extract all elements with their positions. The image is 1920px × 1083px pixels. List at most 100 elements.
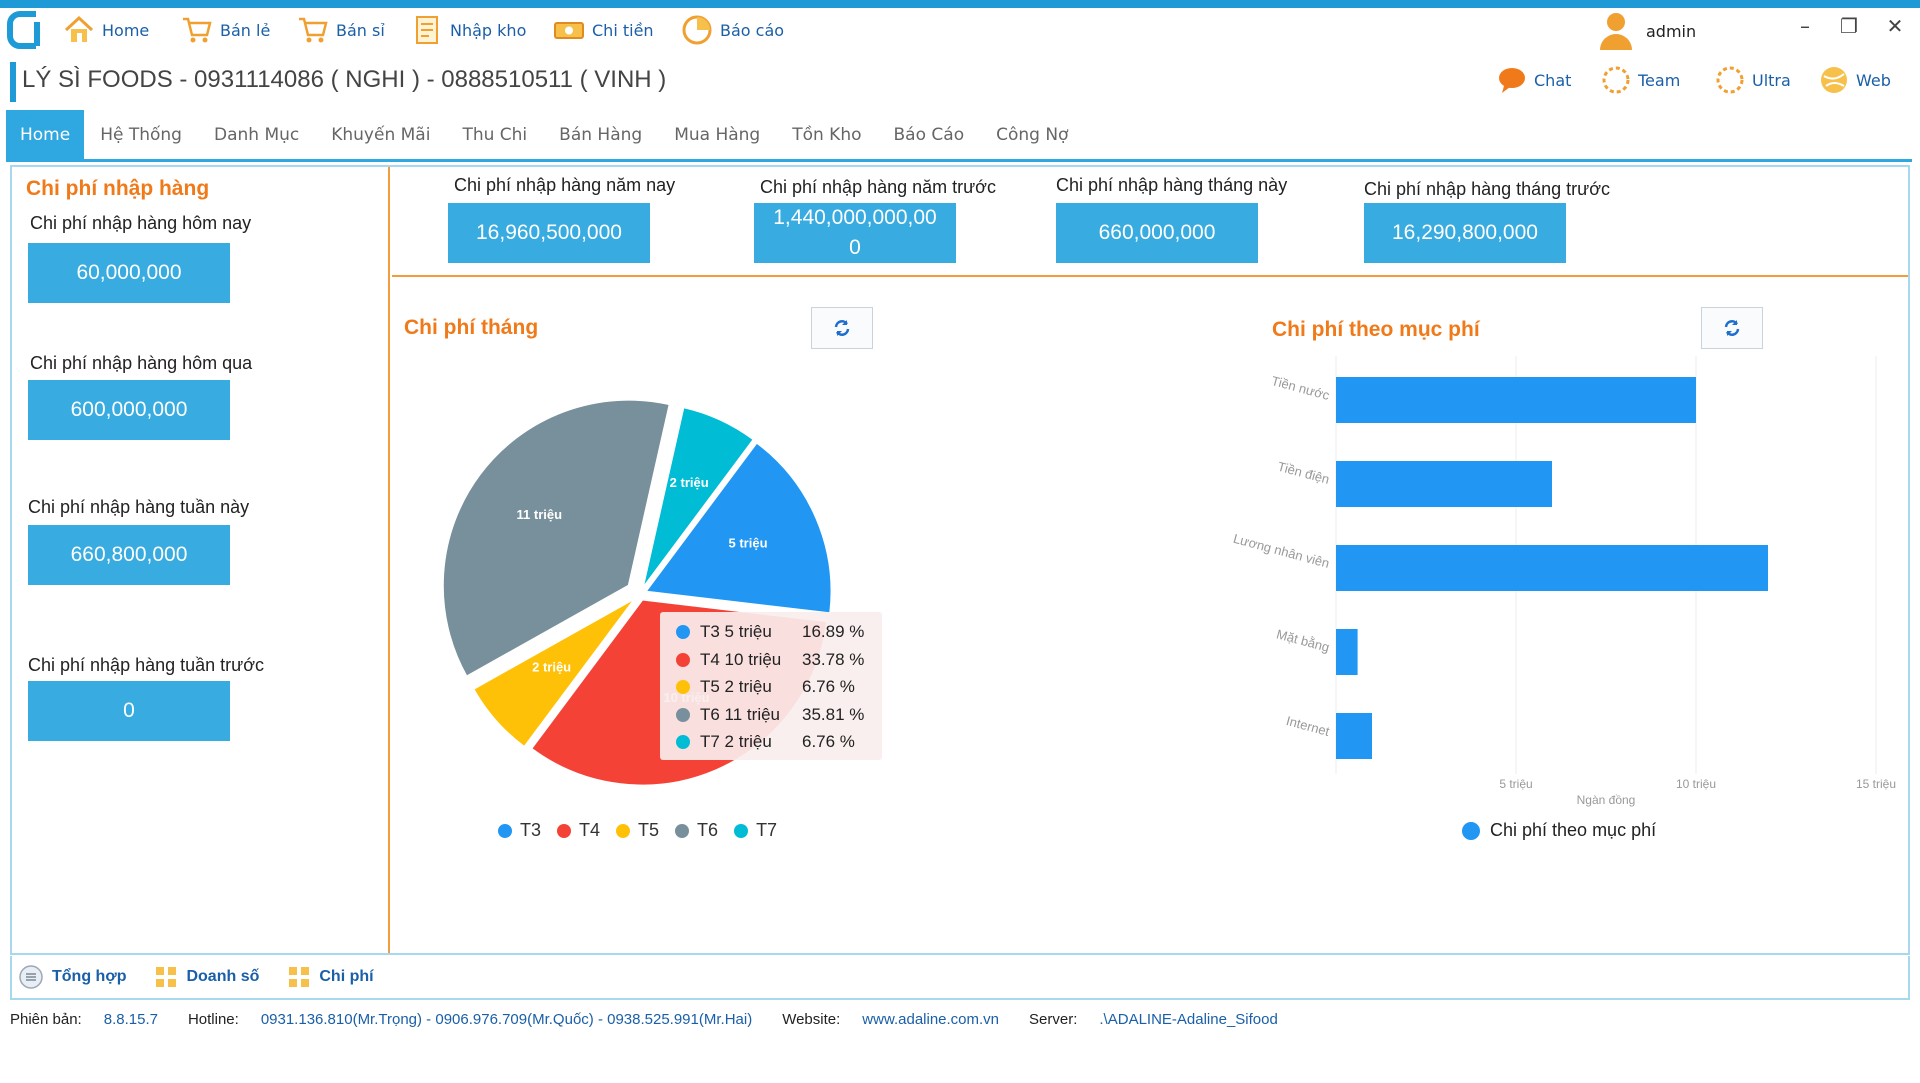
stat-label-last-week: Chi phí nhập hàng tuần trước (28, 655, 265, 675)
bar-4[interactable] (1336, 713, 1372, 759)
menu-home[interactable]: Home (62, 10, 149, 50)
pie-slice-t6[interactable] (441, 398, 671, 678)
pie-legend: T3 T4 T5 T6 T7 (498, 820, 793, 841)
pie-slice-t3[interactable] (643, 441, 833, 615)
menu-wholesale[interactable]: Bán sỉ (296, 10, 385, 50)
quick-chat-label: Chat (1534, 70, 1572, 90)
tab-home[interactable]: Home (6, 110, 85, 159)
menu-report[interactable]: Báo cáo (680, 10, 784, 50)
cart-icon (299, 17, 328, 43)
tooltip-label: T7 2 triệu (700, 732, 772, 751)
stat-value-last-year: 1,440,000,000,00 0 (754, 203, 956, 263)
pie-slice-t5[interactable] (471, 597, 637, 749)
tooltip-percent: 35.81 % (802, 704, 865, 724)
bar-x-tick: 5 triệu (1499, 777, 1532, 791)
minimize-button[interactable]: – (1800, 14, 1810, 38)
stat-value-this-month: 660,000,000 (1056, 203, 1258, 263)
pie-slice-label: 2 triệu (532, 660, 571, 675)
menu-import[interactable]: Nhập kho (410, 10, 526, 50)
tab-system[interactable]: Hệ Thống (100, 124, 182, 145)
quick-web[interactable]: Web (1818, 62, 1891, 98)
tab-promotion[interactable]: Khuyến Mãi (331, 124, 431, 145)
bar-category-label: Lương nhân viên (1232, 531, 1331, 571)
bar-0[interactable] (1336, 377, 1696, 423)
pie-slice-label: 11 triệu (517, 507, 563, 522)
pie-refresh-button[interactable] (811, 307, 873, 349)
quick-web-label: Web (1856, 70, 1891, 90)
tooltip-row: T7 2 triệu 6.76 % (676, 730, 855, 754)
bar-refresh-button[interactable] (1701, 307, 1763, 349)
top-accent-bar (0, 0, 1920, 8)
menu-expense-label: Chi tiền (592, 20, 654, 40)
pie-legend-item[interactable]: T4 (557, 820, 600, 841)
left-panel-title: Chi phí nhập hàng (26, 177, 210, 200)
cart-icon (183, 17, 212, 43)
legend-marker (616, 823, 631, 838)
quick-ultra-label: Ultra (1752, 70, 1791, 90)
pie-legend-item[interactable]: T3 (498, 820, 541, 841)
tab-reports[interactable]: Báo Cáo (893, 124, 965, 145)
tab-inventory[interactable]: Tồn Kho (792, 124, 862, 145)
version-value: 8.8.15.7 (103, 1010, 158, 1028)
stat-label-this-month: Chi phí nhập hàng tháng này (1056, 175, 1288, 195)
restore-button[interactable]: ❐ (1840, 14, 1858, 38)
main-tabs: Home Hệ Thống Danh Mục Khuyến Mãi Thu Ch… (6, 110, 1912, 162)
menu-home-label: Home (102, 20, 150, 40)
user-menu[interactable]: admin (1596, 10, 1696, 52)
bar-legend: Chi phí theo mục phí (1462, 820, 1656, 841)
bottom-tab-revenue[interactable]: Doanh số (154, 965, 259, 989)
stat-label-last-month: Chi phí nhập hàng tháng trước (1364, 179, 1611, 199)
server-value: .\ADALINE-Adaline_Sifood (1099, 1010, 1278, 1028)
legend-label: T7 (756, 820, 778, 840)
menu-import-label: Nhập kho (450, 20, 527, 40)
version-key: Phiên bản: (10, 1010, 82, 1028)
tab-income-expense[interactable]: Thu Chi (462, 124, 528, 145)
bar-1[interactable] (1336, 461, 1552, 507)
tab-catalog[interactable]: Danh Mục (213, 124, 300, 145)
tab-purchase[interactable]: Mua Hàng (674, 124, 761, 145)
bar-3[interactable] (1336, 629, 1358, 675)
bottom-tab-summary[interactable]: Tổng hợp (18, 964, 126, 990)
team-icon (1602, 66, 1630, 94)
close-button[interactable]: ✕ (1886, 14, 1904, 38)
tab-sales[interactable]: Bán Hàng (559, 124, 643, 145)
tooltip-row: T5 2 triệu 6.76 % (676, 675, 855, 699)
legend-label: T3 (520, 820, 542, 840)
tooltip-row: T4 10 triệu 33.78 % (676, 648, 864, 672)
website-link[interactable]: www.adaline.com.vn (862, 1010, 1000, 1028)
pie-legend-item[interactable]: T6 (675, 820, 718, 841)
tooltip-label: T3 5 triệu (700, 622, 772, 641)
quick-team[interactable]: Team (1600, 62, 1680, 98)
tooltip-label: T4 10 triệu (700, 649, 782, 669)
stat-label-today: Chi phí nhập hàng hôm nay (30, 213, 252, 233)
menu-wholesale-label: Bán sỉ (336, 20, 385, 40)
bar-2[interactable] (1336, 545, 1768, 591)
quick-ultra[interactable]: Ultra (1714, 62, 1791, 98)
report-icon (682, 15, 712, 45)
stat-value-today: 60,000,000 (28, 243, 230, 303)
pie-legend-item[interactable]: T5 (616, 820, 659, 841)
legend-marker (557, 823, 572, 838)
menu-expense[interactable]: Chi tiền (552, 10, 654, 50)
pie-chart-title: Chi phí tháng (404, 316, 539, 339)
list-icon (19, 965, 43, 989)
bar-x-tick: 15 triệu (1856, 777, 1896, 791)
tooltip-marker (676, 652, 690, 667)
bottom-tab-summary-label: Tổng hợp (52, 968, 127, 985)
pie-slice-label: 5 triệu (729, 536, 768, 551)
bottom-tab-revenue-label: Doanh số (186, 968, 260, 985)
document-icon (416, 16, 438, 44)
bar-legend-marker (1462, 821, 1480, 840)
tooltip-marker (676, 625, 690, 639)
tab-debt[interactable]: Công Nợ (996, 124, 1069, 145)
stat-label-this-week: Chi phí nhập hàng tuần này (28, 497, 250, 517)
pie-slice-t7[interactable] (641, 405, 756, 590)
quick-chat[interactable]: Chat (1496, 62, 1571, 98)
pie-legend-item[interactable]: T7 (734, 820, 777, 841)
menu-retail[interactable]: Bán lẻ (180, 10, 270, 50)
bar-category-label: Tiền nước (1270, 373, 1332, 403)
user-icon (1600, 13, 1632, 50)
stat-label-last-year: Chi phí nhập hàng năm trước (760, 177, 996, 197)
bottom-tab-expense[interactable]: Chi phí (287, 965, 374, 989)
tooltip-marker (676, 680, 690, 694)
